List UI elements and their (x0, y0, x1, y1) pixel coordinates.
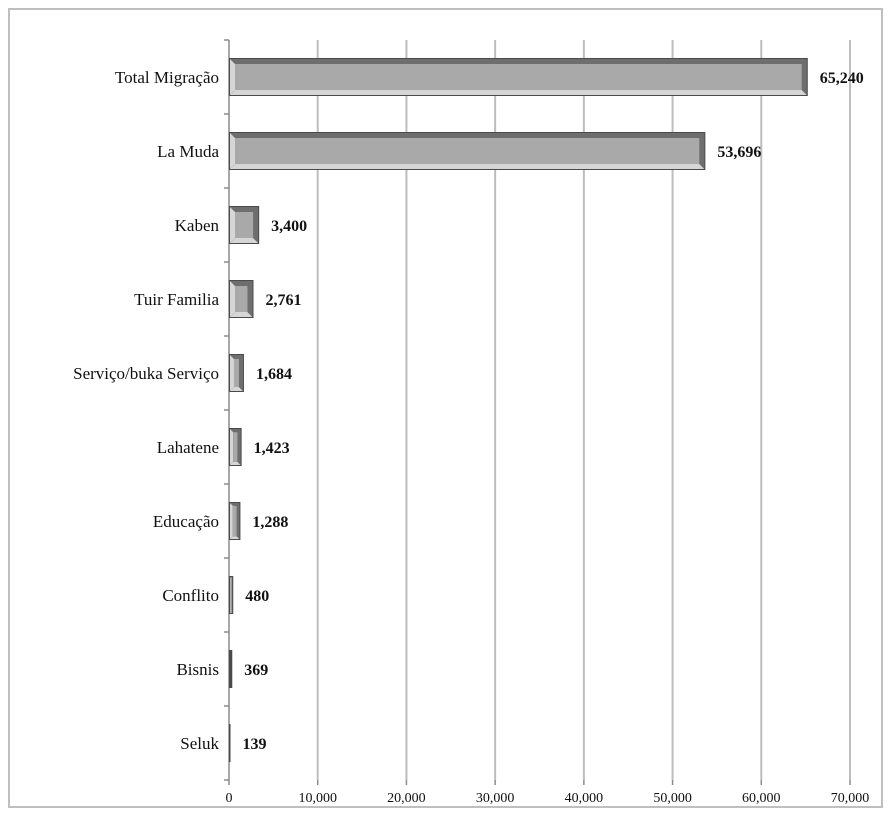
bar-face (235, 286, 248, 312)
x-tick-label: 50,000 (653, 791, 692, 806)
bar-bevel-right (238, 355, 243, 391)
bar-bevel-left (230, 59, 235, 95)
bar-bevel-right (236, 503, 240, 539)
bar-6 (229, 428, 242, 466)
category-label: Kaben (175, 216, 220, 235)
value-labels: 65,240 53,696 3,400 2,761 1,684 1,423 1,288 480… (243, 70, 864, 753)
category-label: Tuir Familia (134, 290, 219, 309)
bar-bevel-left (230, 133, 235, 169)
bar-7 (229, 502, 241, 540)
bar-9 (229, 650, 233, 688)
bar-face (232, 505, 237, 537)
x-tick-label: 70,000 (831, 791, 870, 806)
bar-bevel-top (230, 59, 807, 64)
x-tick-label: 10,000 (298, 791, 337, 806)
value-label: 369 (244, 662, 268, 679)
bar-3 (229, 206, 260, 244)
x-tick-label: 30,000 (476, 791, 515, 806)
bar-face (233, 432, 238, 462)
value-label: 3,400 (271, 218, 307, 235)
bar-bevel-left (230, 503, 233, 539)
bar-bevel-top (230, 133, 705, 138)
x-axis-tick-labels: 0 10,000 20,000 30,000 40,000 50,000 60,000 70,… (226, 791, 870, 806)
category-label: La Muda (157, 142, 219, 161)
category-label: Bisnis (176, 660, 219, 679)
value-label: 65,240 (820, 70, 864, 87)
bar-bevel-bottom (230, 536, 240, 539)
value-label: 53,696 (717, 144, 761, 161)
bar-bevel-left (230, 207, 235, 243)
x-tick-label: 40,000 (565, 791, 604, 806)
bar-bevel-top (230, 355, 243, 359)
category-labels: Total Migração La Muda Kaben Tuir Familia Se… (73, 68, 219, 753)
bar-face (235, 212, 254, 238)
bar-2 (229, 132, 706, 170)
bar-outline (229, 724, 231, 762)
value-label: 2,761 (265, 292, 301, 309)
bar-outline (229, 650, 233, 688)
bar-bevel-right (237, 429, 241, 465)
bar-bevel-bottom (230, 387, 243, 391)
bar-bevel-left (230, 281, 235, 317)
bar-face (235, 138, 700, 164)
bar-1 (229, 58, 808, 96)
bar-face (230, 577, 232, 613)
x-tick-label: 20,000 (387, 791, 426, 806)
bar-bevel-bottom (230, 312, 253, 317)
category-label: Seluk (180, 734, 219, 753)
bar-bevel-left (230, 355, 234, 391)
category-label: Total Migração (115, 68, 219, 87)
bar-bevel-top (230, 207, 259, 212)
bar-4 (229, 280, 254, 318)
category-label: Conflito (162, 586, 219, 605)
x-tick-label: 0 (226, 791, 233, 806)
bar-bevel-right (801, 59, 807, 95)
bar-bevel-top (230, 429, 241, 433)
x-tick-label: 60,000 (742, 791, 781, 806)
bar-face (233, 358, 239, 388)
bar-8 (229, 576, 234, 614)
bar-bevel-bottom (230, 238, 259, 243)
bar-5 (229, 354, 244, 392)
bar-bevel-top (230, 503, 240, 506)
bar-bevel-bottom (230, 461, 241, 465)
bar-bevel-bottom (230, 164, 705, 169)
bar-bevel-right (247, 281, 253, 317)
category-label: Serviço/buka Serviço (73, 364, 219, 383)
bars-layer (229, 58, 808, 762)
bar-bevel-bottom (230, 90, 807, 95)
value-label: 139 (243, 736, 267, 753)
value-label: 480 (245, 588, 269, 605)
bar-bevel-top (230, 281, 253, 286)
bar-bevel-right (253, 207, 259, 243)
bar-face (235, 64, 802, 90)
category-label: Educação (153, 512, 219, 531)
value-label: 1,684 (256, 366, 292, 383)
bar-10 (229, 724, 231, 762)
value-label: 1,423 (254, 440, 290, 457)
bar-bevel-left (230, 429, 234, 465)
value-label: 1,288 (252, 514, 288, 531)
bar-bevel-right (699, 133, 705, 169)
category-label: Lahatene (157, 438, 219, 457)
